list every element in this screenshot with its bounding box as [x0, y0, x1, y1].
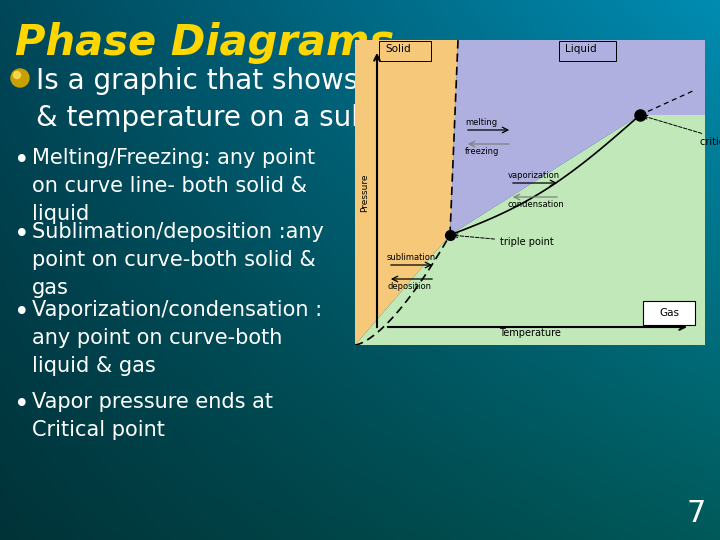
Text: critical point: critical point	[644, 116, 720, 147]
Text: triple point: triple point	[454, 234, 554, 247]
Text: Is a graphic that shows effects of pressure
& temperature on a substance: Is a graphic that shows effects of press…	[36, 67, 626, 132]
Text: melting: melting	[465, 118, 497, 127]
Text: Temperature: Temperature	[499, 328, 561, 338]
Text: •: •	[14, 222, 30, 248]
Text: Vapor pressure ends at
Critical point: Vapor pressure ends at Critical point	[32, 392, 273, 440]
Text: vaporization: vaporization	[508, 171, 560, 180]
Text: •: •	[14, 148, 30, 174]
Polygon shape	[355, 40, 458, 345]
Polygon shape	[450, 40, 705, 235]
Text: Solid: Solid	[385, 44, 410, 54]
Text: 7: 7	[687, 499, 706, 528]
Polygon shape	[355, 115, 705, 345]
Text: condensation: condensation	[508, 200, 564, 209]
Text: sublimation: sublimation	[387, 253, 436, 262]
FancyBboxPatch shape	[643, 301, 695, 325]
Text: Melting/Freezing: any point
on curve line- both solid &
liquid: Melting/Freezing: any point on curve lin…	[32, 148, 315, 224]
Text: Phase Diagrams: Phase Diagrams	[15, 22, 394, 64]
Text: •: •	[14, 300, 30, 326]
Text: Sublimation/deposition :any
point on curve-both solid &
gas: Sublimation/deposition :any point on cur…	[32, 222, 324, 298]
Text: freezing: freezing	[465, 147, 500, 156]
Text: Gas: Gas	[659, 308, 679, 318]
Text: •: •	[14, 392, 30, 418]
Text: Vaporization/condensation :
any point on curve-both
liquid & gas: Vaporization/condensation : any point on…	[32, 300, 322, 376]
Circle shape	[11, 69, 29, 87]
Text: Pressure: Pressure	[361, 173, 369, 212]
Text: deposition: deposition	[387, 282, 431, 291]
Circle shape	[14, 71, 20, 78]
Text: Liquid: Liquid	[565, 44, 597, 54]
